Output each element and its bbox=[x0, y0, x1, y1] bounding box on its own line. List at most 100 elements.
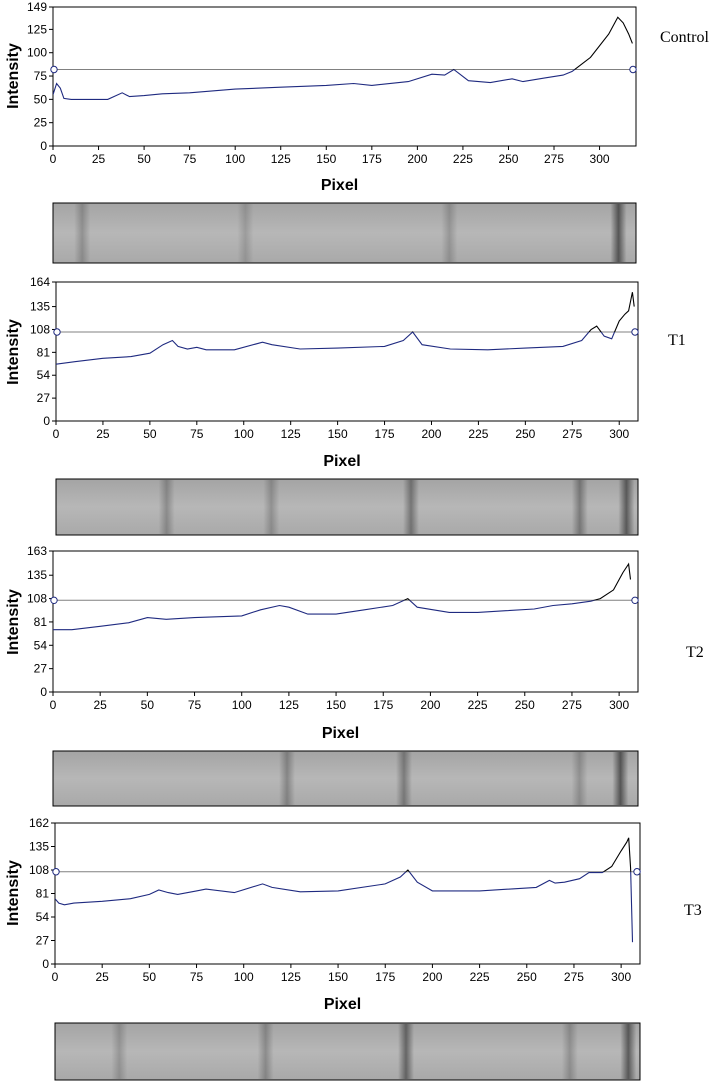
gel-band bbox=[257, 1024, 274, 1079]
data-point bbox=[149, 353, 150, 354]
data-point bbox=[505, 610, 506, 611]
data-point bbox=[64, 904, 65, 905]
data-point bbox=[417, 607, 418, 608]
data-point bbox=[468, 80, 469, 81]
x-tick-label: 25 bbox=[95, 970, 109, 984]
data-point bbox=[479, 890, 480, 891]
data-point bbox=[525, 348, 526, 349]
data-point bbox=[300, 348, 301, 349]
data-point bbox=[271, 887, 272, 888]
data-point bbox=[596, 326, 597, 327]
data-point bbox=[634, 306, 635, 307]
data-point bbox=[619, 320, 620, 321]
data-point bbox=[630, 579, 631, 580]
data-point bbox=[622, 572, 623, 573]
data-point bbox=[628, 34, 629, 35]
data-point bbox=[403, 340, 404, 341]
x-tick-label: 200 bbox=[421, 427, 441, 441]
data-point bbox=[544, 77, 545, 78]
data-point bbox=[158, 889, 159, 890]
x-tick-label: 125 bbox=[281, 970, 301, 984]
data-point bbox=[271, 344, 272, 345]
data-point bbox=[71, 99, 72, 100]
gel-band bbox=[279, 752, 295, 805]
chart-panel-2: 0 27 54 81 108 135 164 0 25 50 75 100 125 150 175 200 22… bbox=[5, 275, 686, 470]
data-point bbox=[234, 349, 235, 350]
data-point bbox=[572, 71, 573, 72]
data-point bbox=[412, 331, 413, 332]
data-point bbox=[338, 890, 339, 891]
data-point bbox=[52, 629, 53, 630]
threshold-handle-left bbox=[50, 596, 58, 605]
x-tick-label: 250 bbox=[515, 427, 535, 441]
gel-band bbox=[74, 204, 91, 262]
x-tick-label: 175 bbox=[362, 152, 382, 166]
data-point bbox=[89, 99, 90, 100]
gel-band bbox=[237, 204, 254, 262]
gel-band bbox=[620, 1024, 637, 1079]
y-tick-label: 108 bbox=[29, 863, 49, 877]
data-point bbox=[628, 310, 629, 311]
intensity-line-above bbox=[452, 16, 633, 70]
x-tick-label: 300 bbox=[609, 427, 629, 441]
data-point bbox=[628, 563, 629, 564]
threshold-handle-left bbox=[52, 868, 60, 876]
data-point bbox=[144, 95, 145, 96]
y-tick-label: 54 bbox=[34, 638, 48, 652]
data-point bbox=[549, 880, 550, 881]
gel-band bbox=[618, 480, 635, 534]
data-point bbox=[234, 892, 235, 893]
data-point bbox=[591, 329, 592, 330]
data-point bbox=[279, 605, 280, 606]
y-tick-label: 50 bbox=[34, 92, 48, 106]
y-tick-label: 0 bbox=[40, 139, 47, 153]
y-tick-label: 81 bbox=[34, 615, 48, 629]
y-tick-label: 25 bbox=[34, 116, 48, 130]
data-point bbox=[626, 842, 627, 843]
data-point bbox=[632, 292, 633, 293]
data-point bbox=[187, 348, 188, 349]
y-tick-label: 135 bbox=[27, 568, 47, 582]
gel-background bbox=[52, 202, 637, 264]
data-point bbox=[177, 346, 178, 347]
x-tick-label: 200 bbox=[420, 698, 440, 712]
threshold-handle-left bbox=[50, 65, 58, 74]
data-point bbox=[449, 612, 450, 613]
data-point bbox=[128, 622, 129, 623]
y-tick-label: 27 bbox=[36, 934, 50, 948]
data-point bbox=[130, 898, 131, 899]
x-tick-label: 300 bbox=[590, 152, 610, 166]
data-point bbox=[196, 347, 197, 348]
x-tick-label: 50 bbox=[137, 152, 151, 166]
threshold-handle-right bbox=[631, 328, 639, 336]
data-point bbox=[102, 358, 103, 359]
data-point bbox=[353, 83, 354, 84]
data-point bbox=[608, 34, 609, 35]
data-point bbox=[56, 83, 57, 84]
x-tick-label: 250 bbox=[515, 698, 535, 712]
data-point bbox=[564, 882, 565, 883]
data-point bbox=[100, 626, 101, 627]
gel-band bbox=[610, 204, 627, 262]
x-tick-label: 175 bbox=[375, 427, 395, 441]
data-point bbox=[453, 69, 454, 70]
data-point bbox=[131, 356, 132, 357]
data-point bbox=[166, 619, 167, 620]
data-point bbox=[621, 850, 622, 851]
data-point bbox=[623, 22, 624, 23]
x-tick-label: 100 bbox=[232, 698, 252, 712]
x-tick-label: 75 bbox=[183, 152, 197, 166]
data-point bbox=[194, 617, 195, 618]
y-tick-label: 27 bbox=[34, 662, 48, 676]
data-point bbox=[511, 78, 512, 79]
x-tick-label: 225 bbox=[468, 698, 488, 712]
x-tick-label: 225 bbox=[453, 152, 473, 166]
data-point bbox=[260, 609, 261, 610]
data-point bbox=[613, 589, 614, 590]
data-point bbox=[408, 81, 409, 82]
y-tick-label: 81 bbox=[37, 345, 51, 359]
x-axis-title: Pixel bbox=[323, 453, 360, 470]
x-tick-label: 300 bbox=[609, 698, 629, 712]
data-point bbox=[307, 614, 308, 615]
x-tick-label: 50 bbox=[141, 698, 155, 712]
